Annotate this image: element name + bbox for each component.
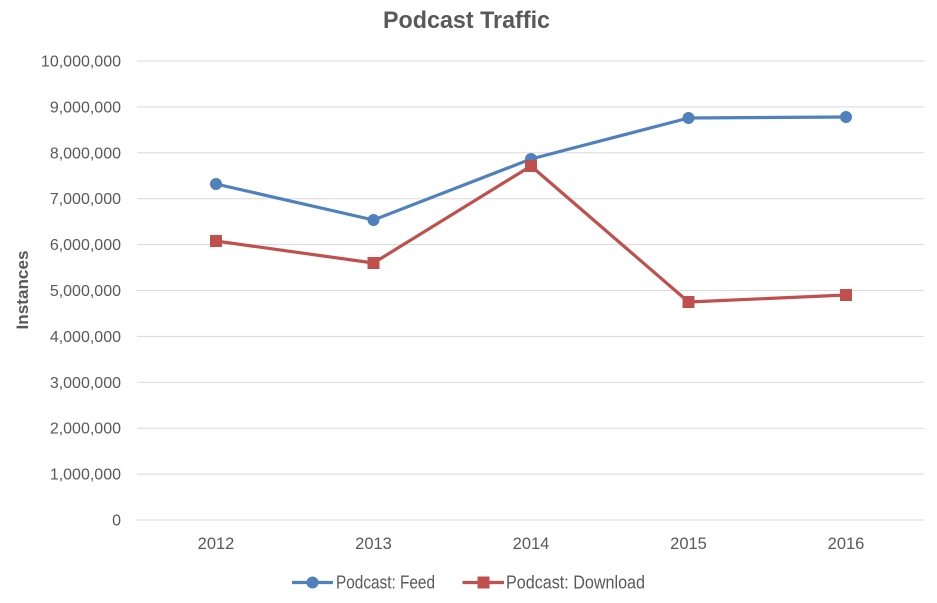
svg-text:8,000,000: 8,000,000 xyxy=(50,145,121,162)
svg-text:0: 0 xyxy=(112,513,121,530)
svg-text:10,000,000: 10,000,000 xyxy=(41,54,121,71)
svg-text:4,000,000: 4,000,000 xyxy=(50,329,121,346)
svg-text:2,000,000: 2,000,000 xyxy=(50,421,121,438)
svg-text:2012: 2012 xyxy=(198,535,235,553)
svg-text:3,000,000: 3,000,000 xyxy=(50,375,121,392)
svg-text:6,000,000: 6,000,000 xyxy=(50,237,121,254)
svg-text:2014: 2014 xyxy=(513,535,550,553)
svg-text:2015: 2015 xyxy=(670,535,707,553)
svg-text:9,000,000: 9,000,000 xyxy=(50,99,121,116)
svg-text:Podcast: Feed: Podcast: Feed xyxy=(336,573,435,593)
svg-text:Podcast: Download: Podcast: Download xyxy=(506,573,645,593)
svg-text:2013: 2013 xyxy=(355,535,392,553)
svg-text:1,000,000: 1,000,000 xyxy=(50,467,121,484)
svg-text:Instances: Instances xyxy=(14,251,32,330)
svg-text:2016: 2016 xyxy=(828,535,865,553)
svg-text:5,000,000: 5,000,000 xyxy=(50,283,121,300)
svg-text:Podcast Traffic: Podcast Traffic xyxy=(383,7,550,34)
svg-text:7,000,000: 7,000,000 xyxy=(50,191,121,208)
